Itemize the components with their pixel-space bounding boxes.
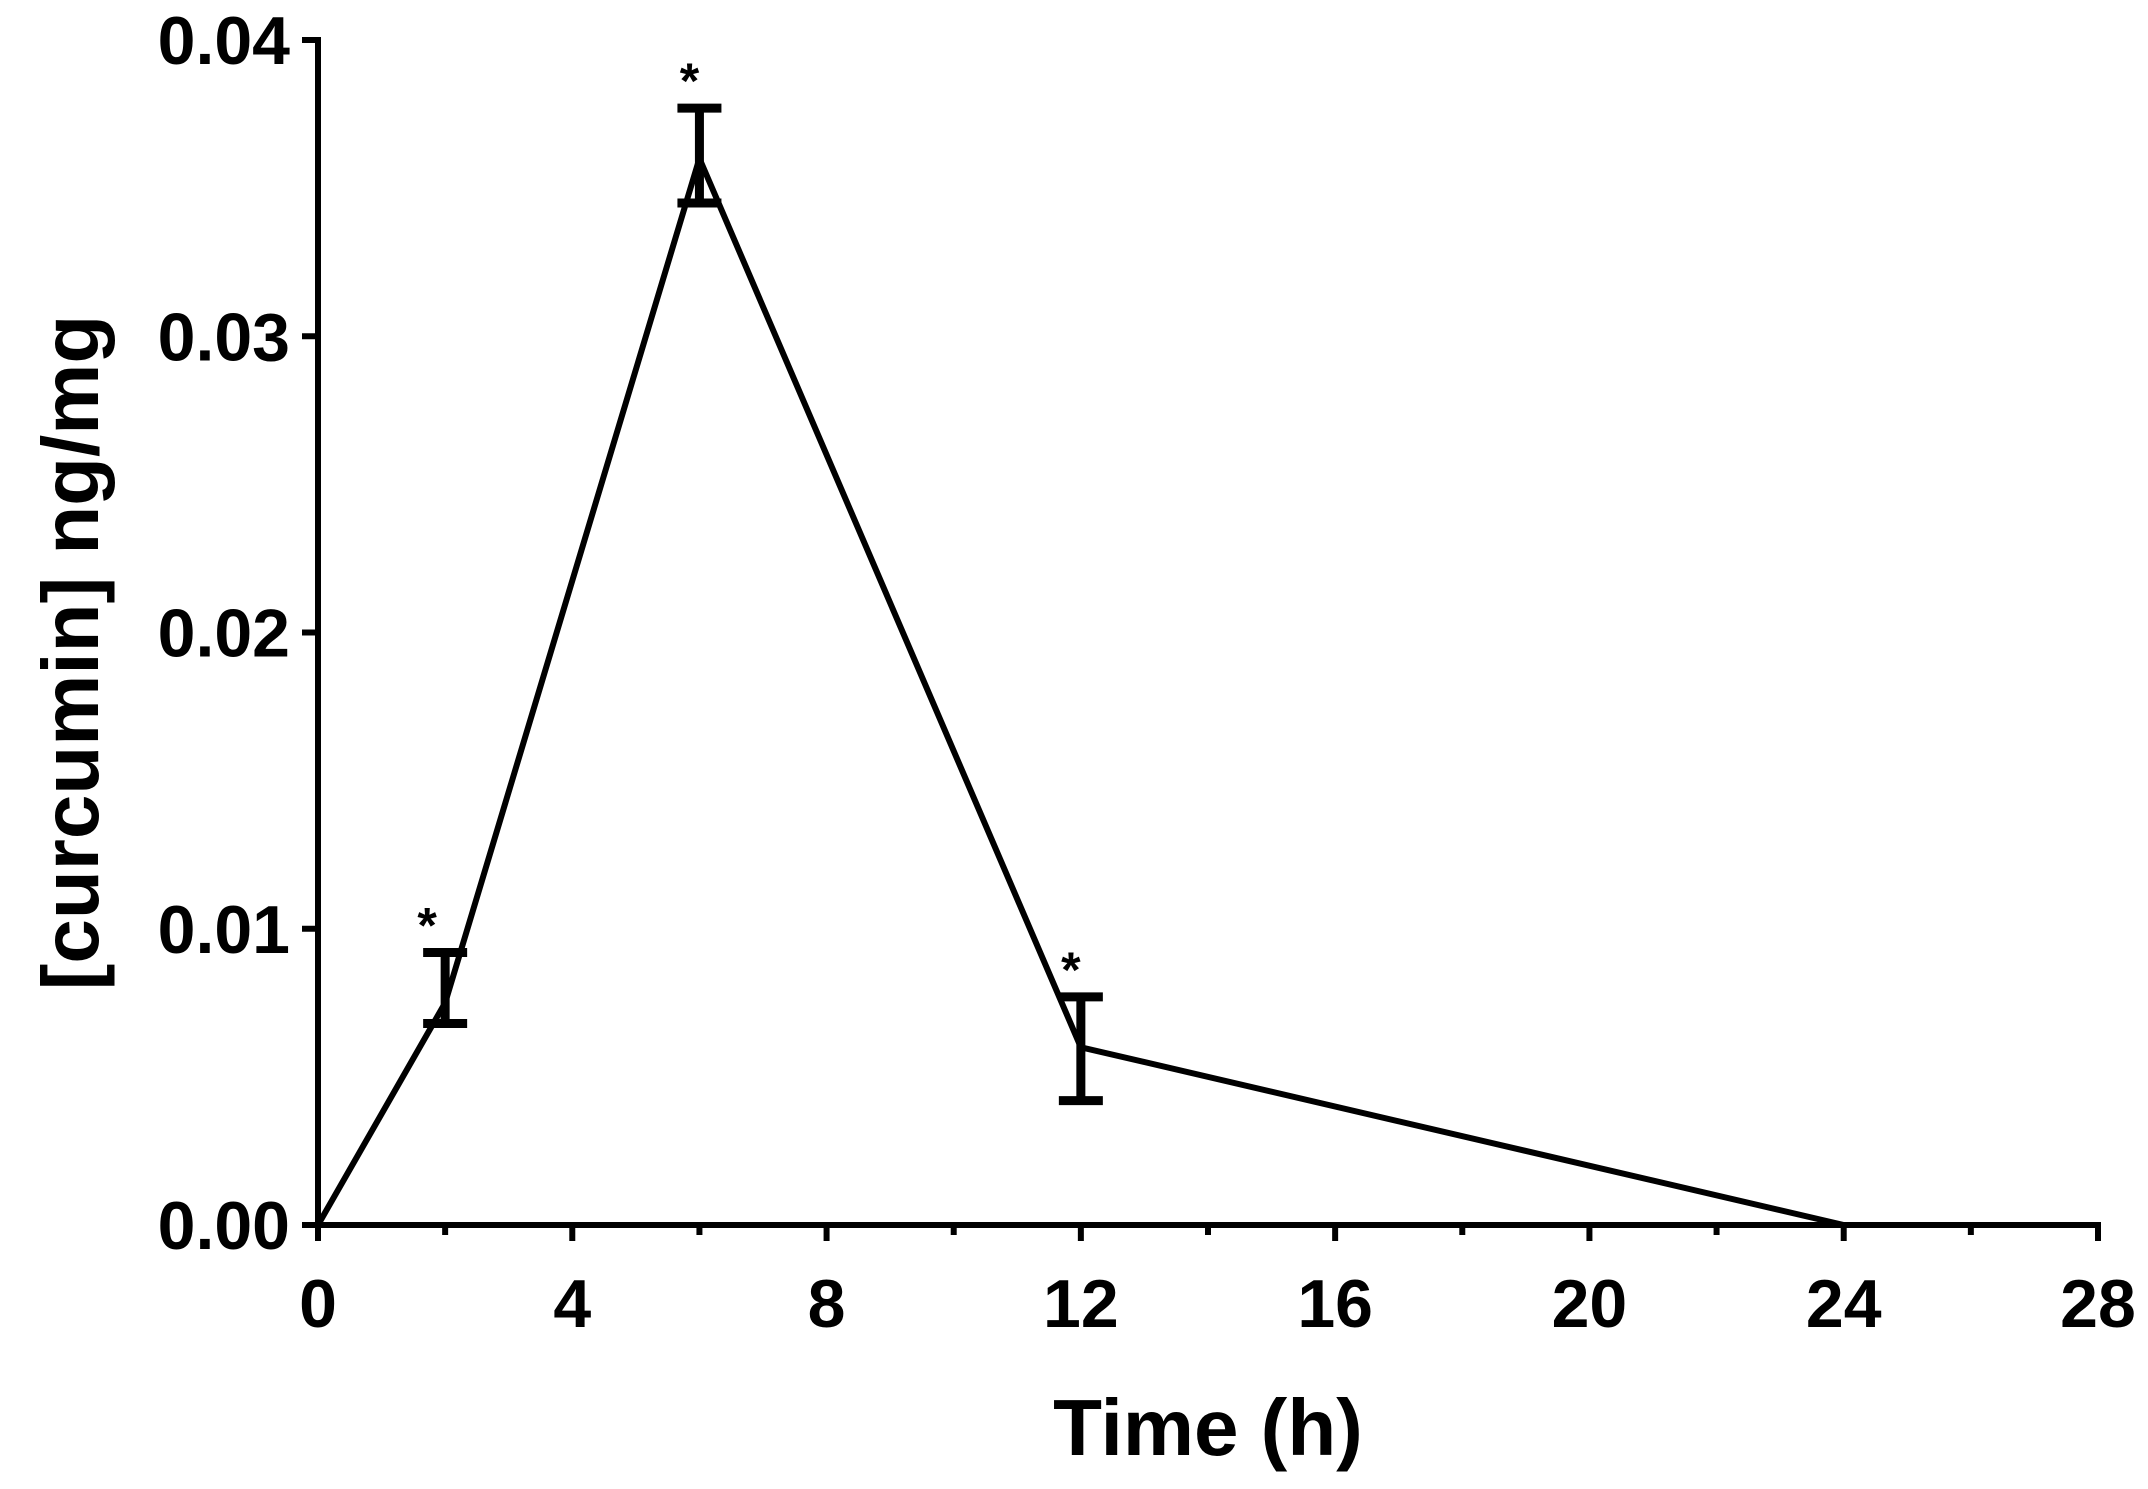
significance-marker: * — [680, 53, 700, 109]
x-tick-label: 16 — [1297, 1266, 1373, 1342]
y-axis-title: [curcumin] ng/mg — [26, 315, 115, 991]
y-tick-label: 0.03 — [158, 299, 290, 375]
y-tick-label: 0.00 — [158, 1188, 290, 1264]
x-tick-label: 4 — [553, 1266, 591, 1342]
ticks — [302, 37, 2101, 1241]
x-tick-label: 28 — [2060, 1266, 2136, 1342]
significance-marker: * — [1061, 942, 1081, 998]
x-tick-label: 8 — [808, 1266, 846, 1342]
y-tick-label: 0.02 — [158, 596, 290, 672]
x-tick-label: 0 — [299, 1266, 337, 1342]
x-axis-title: Time (h) — [1053, 1383, 1363, 1472]
significance-marker: * — [417, 897, 437, 953]
x-tick-label: 24 — [1806, 1266, 1882, 1342]
y-tick-label: 0.04 — [158, 3, 291, 79]
x-tick-label: 20 — [1552, 1266, 1628, 1342]
series — [315, 103, 1845, 1228]
y-tick-label: 0.01 — [158, 892, 290, 968]
labels: 0 4 8 12 16 20 24 28 0.00 0.01 0.02 0.03 0.04 Time (h… — [26, 3, 2136, 1472]
axes — [315, 37, 2101, 1228]
x-tick-label: 12 — [1043, 1266, 1119, 1342]
